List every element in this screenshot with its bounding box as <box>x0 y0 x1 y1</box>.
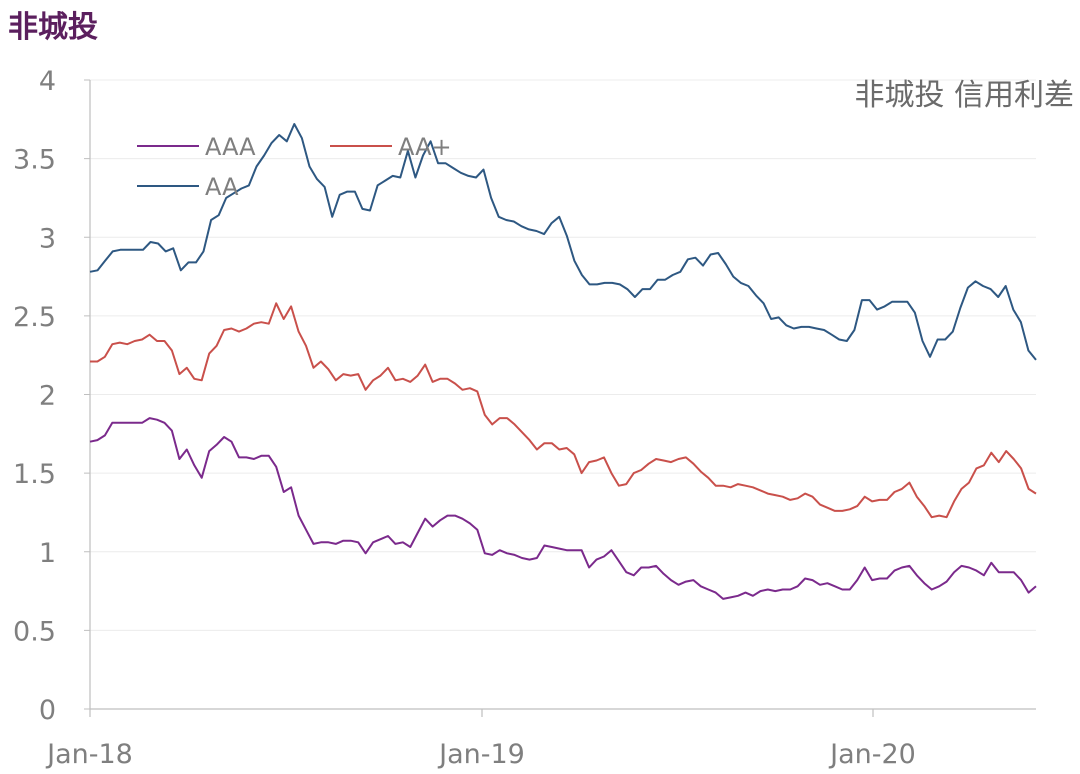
y-tick-label: 2 <box>39 381 56 412</box>
gridlines <box>84 79 1036 710</box>
legend-label: AAA <box>205 133 256 161</box>
x-tick-label: Jan-20 <box>828 739 916 770</box>
axes <box>89 80 1036 710</box>
legend-label: AA+ <box>398 133 452 161</box>
y-tick-label: 3 <box>39 223 56 254</box>
series-line-aa-plus <box>90 302 1037 519</box>
series-line-aa <box>89 123 1037 361</box>
series-lines <box>89 123 1037 600</box>
y-tick-label: 0.5 <box>13 616 56 647</box>
y-tick-label: 2.5 <box>13 302 56 333</box>
x-tick-label: Jan-18 <box>45 739 133 770</box>
series-line-aaa <box>89 417 1037 600</box>
legend-label: AA <box>205 173 239 201</box>
y-tick-label: 1.5 <box>13 459 56 490</box>
x-tick-labels: Jan-18 Jan-19 Jan-20 <box>45 709 916 770</box>
legend: AAA AA+ AA <box>137 133 452 201</box>
chart-title: 非城投 信用利差 <box>854 78 1074 113</box>
y-tick-label: 4 <box>39 66 56 97</box>
y-tick-label: 0 <box>39 695 56 726</box>
y-tick-label: 1 <box>39 538 56 569</box>
x-tick-label: Jan-19 <box>437 739 525 770</box>
page-title: 非城投 <box>8 10 98 45</box>
y-tick-labels: 0 0.5 1 1.5 2 2.5 3 3.5 4 <box>13 66 56 726</box>
y-tick-label: 3.5 <box>13 145 56 176</box>
